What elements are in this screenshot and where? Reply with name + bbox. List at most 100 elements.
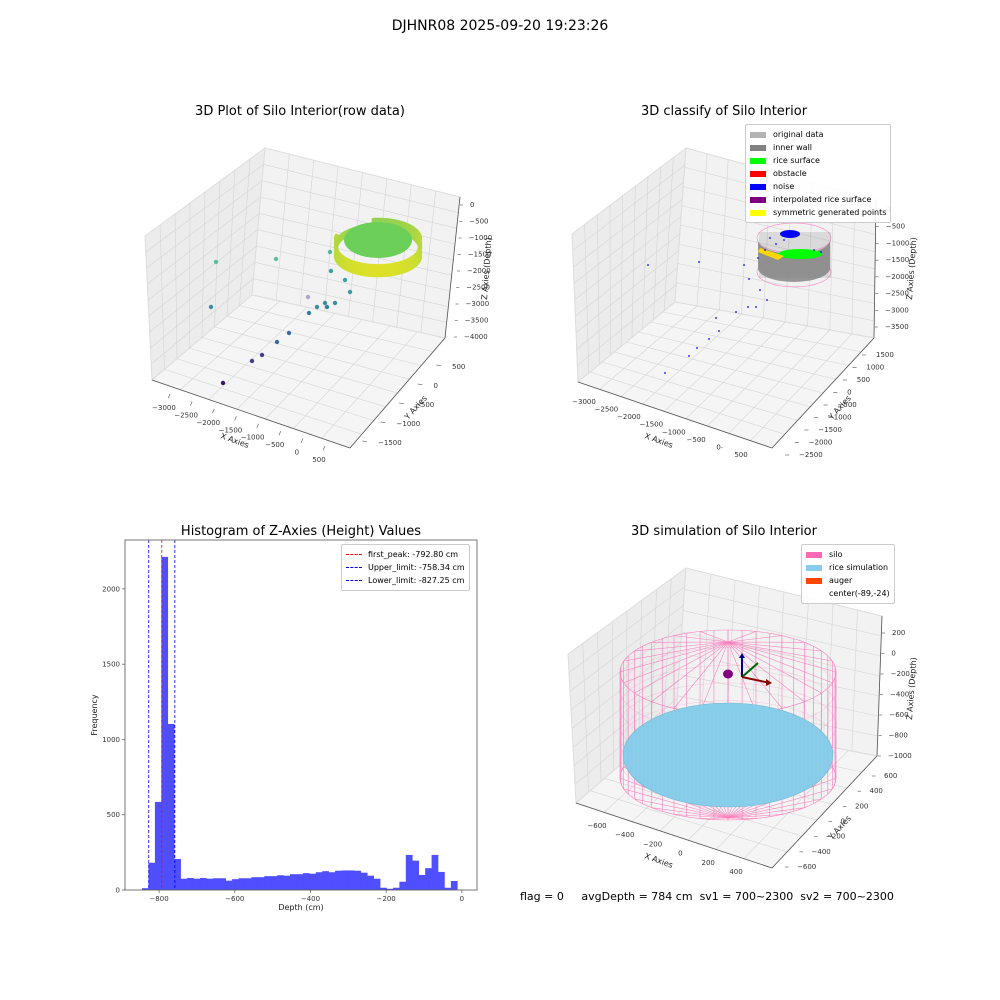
histogram-xtick-label: −800: [149, 895, 168, 903]
flag-text: flag = 0: [520, 890, 564, 903]
grid-line: [149, 245, 257, 333]
raw3d-x-tick: [300, 438, 304, 443]
raw3d-outlier-point: [314, 304, 320, 310]
histogram-bar: [386, 888, 394, 890]
histogram-bar: [367, 875, 374, 890]
grid-line: [590, 790, 788, 853]
histogram-title: Histogram of Z-Axies (Height) Values: [180, 524, 422, 539]
legend-line-swatch: [346, 567, 362, 568]
classify3d-noise-point: [813, 249, 815, 251]
raw3d-zlabel: Z Axies (Depth): [480, 237, 493, 300]
legend-label: symmetric generated points: [773, 208, 887, 217]
classify3d-y-tick-label: 0: [847, 389, 851, 397]
classify3d-noise-point: [698, 261, 700, 263]
raw3d-x-tick: [167, 393, 171, 399]
silo-roof-wire: [727, 631, 757, 643]
silo-roof-wire: [673, 641, 729, 709]
classify3d-noise-point: [820, 251, 822, 253]
classify3d-z-tick-label: −500: [886, 223, 905, 231]
legend-label: silo: [829, 550, 843, 559]
histogram-legend-item: Lower_limit: -827.25 cm: [346, 574, 465, 587]
classify3d-z-tick-label: −3000: [885, 306, 909, 314]
classify3d-noise-point: [764, 249, 766, 251]
grid-line: [602, 361, 798, 421]
silo-roof-wire: [673, 635, 729, 643]
legend-swatch: [750, 209, 766, 216]
grid-line: [681, 205, 876, 253]
axis-arrow-x: [741, 676, 771, 684]
raw3d-z-tick-label: −3000: [466, 300, 490, 308]
grid-line: [599, 305, 698, 390]
grid-line: [662, 311, 862, 353]
raw3d-z-tick-label: −500: [469, 218, 488, 226]
sim3d-z-tick-label: 0: [891, 650, 895, 658]
raw3d-outlier-point: [249, 358, 255, 364]
classify3d-legend-item: obstacle: [750, 167, 886, 180]
legend-swatch: [750, 144, 766, 151]
grid-line: [180, 300, 280, 390]
classify3d-y-tick-label: 1500: [876, 351, 894, 359]
raw3d-y-tick-label: 500: [452, 363, 465, 371]
silo-floor-wire: [673, 814, 729, 819]
legend-label: rice simulation: [829, 563, 889, 572]
raw3d-y-tick-label: −1000: [397, 420, 421, 428]
silo-floor-wire: [727, 814, 783, 819]
raw3d-outlier-point: [347, 289, 353, 295]
grid-line: [189, 347, 386, 408]
grid-line: [676, 282, 875, 322]
raw3d-x-tick-label: −2000: [196, 419, 220, 427]
grid-line: [597, 214, 600, 365]
classify3d-x-tick-label: −2500: [595, 406, 619, 414]
sim3d-y-tick-label: 400: [870, 787, 883, 795]
histogram-ylabel: Frequency: [90, 694, 99, 736]
classify3d-noise-point: [757, 257, 759, 259]
raw3d-x-tick-label: −1500: [219, 426, 243, 434]
grid-line: [604, 778, 803, 837]
grid-line: [214, 180, 221, 327]
silo-floor-wire: [651, 807, 729, 819]
grid-line: [801, 597, 809, 742]
grid-line: [631, 186, 636, 338]
grid-line: [573, 199, 683, 284]
histogram-bar: [309, 873, 317, 890]
axis-arrow-y: [741, 662, 759, 678]
histogram-bar: [425, 868, 432, 890]
histogram-bar: [142, 888, 149, 890]
grid-line: [576, 267, 678, 350]
raw3d-y-tick-label: −500: [415, 401, 434, 409]
classify3d-noise-point: [696, 347, 698, 349]
histogram-bar: [251, 877, 259, 890]
histogram-bar: [219, 878, 226, 890]
histogram-frame: [124, 539, 478, 891]
grid-line: [263, 164, 459, 213]
classify3d-y-tick-label: −500: [838, 401, 857, 409]
raw3d-outlier-point: [213, 259, 219, 265]
classify3d-noise-point: [715, 317, 717, 319]
raw3d-outlier-point: [305, 294, 311, 300]
histogram-bar: [302, 873, 310, 890]
classify3d-x-tick-label: −1000: [662, 428, 686, 436]
classify3d-x-tick-label: −3000: [572, 398, 596, 406]
figure-suptitle: DJHNR08 2025-09-20 19:23:26: [391, 18, 609, 34]
legend-label: first_peak: -792.80 cm: [368, 550, 459, 559]
grid-line: [150, 262, 256, 349]
legend-line-swatch: [346, 554, 362, 555]
raw3d-x-tick: [256, 423, 259, 429]
classify3d-z-tick-label: −3500: [885, 323, 909, 331]
simulation3d-legend-item: auger: [806, 574, 890, 587]
grid-line: [275, 154, 290, 301]
silo-roof-wire: [727, 635, 783, 643]
grid-line: [396, 184, 412, 328]
classify3d-noise-point: [647, 264, 649, 266]
grid-line: [653, 167, 661, 320]
grid-line: [568, 586, 685, 673]
axis-arrow-x-head: [766, 679, 772, 686]
legend-label: Upper_limit: -758.34 cm: [368, 563, 465, 572]
grid-line: [260, 196, 456, 245]
sim3d-z-tick-label: 200: [892, 629, 905, 637]
sim3d-y-tick-label: 0: [841, 818, 845, 826]
histogram-xtick-label: −200: [377, 895, 396, 903]
histogram-bar: [264, 876, 272, 890]
grid-line: [324, 166, 339, 312]
silo-roof-wire: [634, 641, 729, 694]
